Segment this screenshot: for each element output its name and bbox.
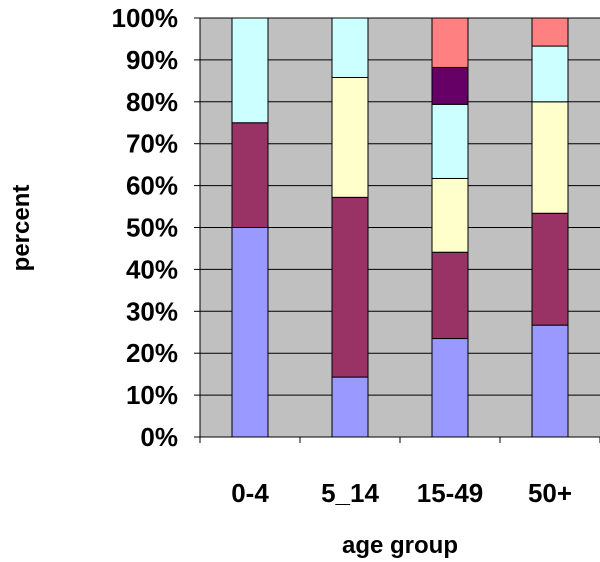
x-category-label-3: 50+: [528, 478, 572, 508]
bar-segment-1-2: [331, 76, 369, 198]
y-tick-label-1: 10%: [126, 380, 178, 410]
y-tick-labels: 0% 10% 20% 30% 40% 50% 60% 70% 80% 90% 100%: [112, 3, 179, 452]
x-category-label-1: 5_14: [321, 478, 379, 508]
bar-segment-2-2: [431, 177, 469, 253]
y-tick-label-5: 50%: [126, 213, 178, 243]
x-category-label-0: 0-4: [231, 478, 269, 508]
bar-segment-2-4: [431, 66, 469, 105]
bar-segment-3-2: [531, 101, 569, 214]
y-tick-label-2: 20%: [126, 338, 178, 368]
bar-segment-0-3: [231, 17, 269, 124]
bar-segment-2-0: [431, 338, 469, 438]
bar-segment-3-3: [531, 45, 569, 103]
y-tick-label-8: 80%: [126, 87, 178, 117]
y-tick-label-6: 60%: [126, 171, 178, 201]
y-axis-title: percent: [8, 185, 35, 272]
y-tick-label-3: 30%: [126, 296, 178, 326]
bar-segment-0-1: [231, 122, 269, 228]
bar-segment-3-1: [531, 212, 569, 326]
x-axis-title: age group: [342, 532, 458, 559]
bar-segment-1-3: [331, 17, 369, 78]
y-tick-label-4: 40%: [126, 254, 178, 284]
x-category-label-2: 15-49: [417, 478, 484, 508]
y-tick-label-7: 70%: [126, 129, 178, 159]
x-category-labels: 0-4 5_14 15-49 50+: [231, 478, 572, 508]
y-tick-label-0: 0%: [140, 422, 178, 452]
bar-segment-3-5: [531, 17, 569, 47]
y-tick-label-10: 100%: [112, 3, 179, 33]
axes: [194, 17, 600, 443]
bar-segment-2-3: [431, 103, 469, 179]
bar-segment-0-0: [231, 227, 269, 438]
bar-segment-1-0: [331, 376, 369, 438]
y-tick-label-9: 90%: [126, 45, 178, 75]
bar-segment-2-5: [431, 17, 469, 68]
bar-segments: [231, 17, 569, 438]
bar-segment-2-1: [431, 251, 469, 340]
bar-segment-3-0: [531, 324, 569, 438]
bar-segment-1-1: [331, 196, 369, 378]
